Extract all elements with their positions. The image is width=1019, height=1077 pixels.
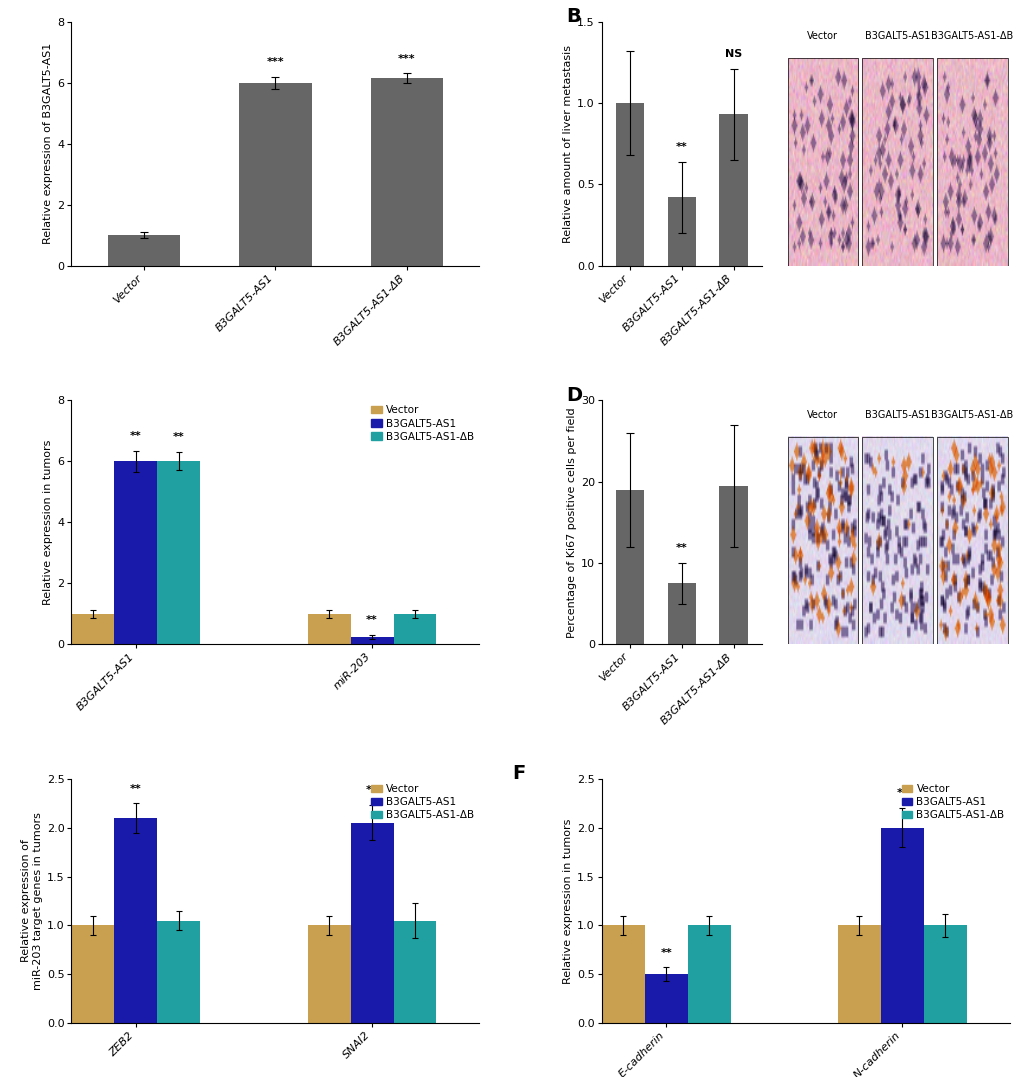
Bar: [880, 828, 923, 1023]
Bar: [393, 614, 436, 644]
Text: B: B: [566, 6, 581, 26]
Text: **: **: [173, 432, 184, 443]
Y-axis label: Relative expression of
miR-203 target genes in tumors: Relative expression of miR-203 target ge…: [21, 812, 43, 990]
Bar: [351, 637, 393, 644]
Text: **: **: [366, 615, 377, 626]
Bar: [644, 975, 687, 1023]
Bar: [107, 235, 179, 266]
Bar: [308, 614, 351, 644]
Text: **: **: [896, 788, 907, 798]
Text: **: **: [366, 785, 377, 796]
Bar: [351, 823, 393, 1023]
Text: **: **: [676, 543, 687, 554]
Bar: [71, 614, 114, 644]
Bar: [718, 486, 747, 644]
Bar: [838, 925, 880, 1023]
Text: **: **: [129, 783, 142, 794]
Bar: [923, 925, 966, 1023]
Bar: [239, 83, 311, 266]
Bar: [157, 461, 200, 644]
Text: **: **: [676, 142, 687, 152]
Bar: [601, 925, 644, 1023]
Bar: [687, 925, 730, 1023]
Bar: [393, 921, 436, 1023]
Bar: [308, 925, 351, 1023]
Bar: [615, 490, 644, 644]
Bar: [667, 197, 696, 266]
Bar: [615, 103, 644, 266]
Bar: [667, 584, 696, 644]
Text: Vector: Vector: [806, 410, 838, 420]
Text: ***: ***: [397, 54, 416, 64]
Y-axis label: Percentage of Ki67 positive cells per field: Percentage of Ki67 positive cells per fi…: [566, 407, 576, 638]
Bar: [114, 817, 157, 1023]
Text: F: F: [512, 765, 525, 783]
Y-axis label: Relative expression in tumors: Relative expression in tumors: [43, 439, 53, 605]
Bar: [114, 461, 157, 644]
Bar: [718, 114, 747, 266]
Text: B3GALT5-AS1-ΔB: B3GALT5-AS1-ΔB: [930, 410, 1013, 420]
Legend: Vector, B3GALT5-AS1, B3GALT5-AS1-ΔB: Vector, B3GALT5-AS1, B3GALT5-AS1-ΔB: [901, 784, 1004, 821]
Legend: Vector, B3GALT5-AS1, B3GALT5-AS1-ΔB: Vector, B3GALT5-AS1, B3GALT5-AS1-ΔB: [371, 405, 474, 442]
Text: B3GALT5-AS1: B3GALT5-AS1: [864, 410, 929, 420]
Text: **: **: [659, 948, 672, 957]
Y-axis label: Relative amount of liver metastasis: Relative amount of liver metastasis: [562, 44, 573, 242]
Text: B3GALT5-AS1: B3GALT5-AS1: [864, 31, 929, 41]
Bar: [371, 78, 443, 266]
Y-axis label: Relative expression in tumors: Relative expression in tumors: [562, 819, 573, 983]
Y-axis label: Relative expression of B3GALT5-AS1: Relative expression of B3GALT5-AS1: [43, 43, 53, 244]
Bar: [71, 925, 114, 1023]
Text: ***: ***: [266, 57, 284, 67]
Legend: Vector, B3GALT5-AS1, B3GALT5-AS1-ΔB: Vector, B3GALT5-AS1, B3GALT5-AS1-ΔB: [371, 784, 474, 821]
Text: Vector: Vector: [806, 31, 838, 41]
Bar: [157, 921, 200, 1023]
Text: NS: NS: [725, 48, 742, 59]
Text: B3GALT5-AS1-ΔB: B3GALT5-AS1-ΔB: [930, 31, 1013, 41]
Text: D: D: [566, 386, 582, 405]
Text: **: **: [129, 431, 142, 440]
